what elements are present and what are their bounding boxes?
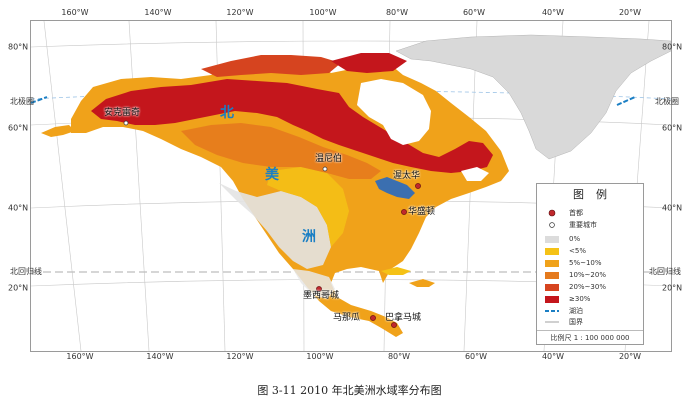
place-mexico-city: 墨西哥城: [303, 291, 340, 301]
legend-row-capital: 首都: [545, 208, 583, 218]
region-label-char: 美: [265, 167, 279, 183]
lon-label-bottom: 160°W: [66, 352, 94, 361]
swatch: [545, 271, 559, 279]
border-mark-left: [31, 96, 48, 104]
legend-row-border: 国界: [545, 317, 583, 327]
ottawa-marker: [415, 183, 421, 189]
canada-mid-water: [181, 123, 381, 179]
lon-label-top: 60°W: [462, 8, 486, 17]
scale-bar-label: 比例尺 1 : 100 000 000: [537, 330, 643, 343]
cuba: [381, 267, 411, 275]
swatch: [545, 247, 559, 255]
place-panama-city: 巴拿马城: [385, 313, 422, 323]
lon-label-bottom: 80°W: [387, 352, 411, 361]
lake-icon: [545, 310, 559, 312]
lat-label-left: 40°N: [8, 203, 29, 213]
figure-caption: 图 3-11 2010 年北美洲水域率分布图: [257, 384, 442, 397]
legend-label: ≥30%: [569, 295, 591, 303]
legend-label: 首都: [569, 209, 583, 217]
winnipeg-marker: [322, 166, 328, 172]
legend-row-class: 20%~30%: [545, 282, 606, 292]
legend-title: 图例: [573, 188, 619, 201]
lon-label-top: 100°W: [309, 8, 337, 17]
greenland: [395, 34, 671, 160]
gulf-st-lawrence: [461, 167, 489, 181]
legend-label: 0%: [569, 235, 581, 243]
legend-row-class: 10%~20%: [545, 270, 606, 280]
place-managua: 马那瓜: [333, 313, 361, 323]
lon-label-top: 160°W: [61, 8, 89, 17]
panama-city-marker: [391, 322, 397, 328]
lat-label-right: 80°N: [662, 42, 683, 52]
legend-row-class: 5%~10%: [545, 258, 602, 268]
legend-row-lake: 湖泊: [545, 306, 583, 316]
arctic-circle-label-right: 北极圈: [655, 97, 679, 106]
lat-label-left: 20°N: [8, 283, 29, 293]
swatch: [545, 259, 559, 267]
hudson-bay: [357, 79, 431, 145]
legend-label: 20%~30%: [569, 283, 606, 291]
legend: 图例 首都 重要城市 0% <5% 5%~10% 10%~20% 20%~30%…: [536, 183, 644, 345]
lat-label-right: 20°N: [662, 283, 683, 293]
lat-label-right: 40°N: [662, 203, 683, 213]
legend-row-class: 0%: [545, 234, 580, 244]
lon-label-top: 20°W: [618, 8, 642, 17]
mexico-interior: [293, 269, 335, 299]
tropic-label-left: 北回归线: [10, 267, 42, 276]
legend-label: 10%~20%: [569, 271, 606, 279]
legend-label: 国界: [569, 318, 583, 326]
aleutian-islands: [41, 125, 75, 137]
region-label-char: 北: [220, 105, 234, 121]
lon-label-bottom: 20°W: [618, 352, 642, 361]
great-lakes: [375, 177, 415, 199]
lat-label-left: 80°N: [8, 42, 29, 52]
legend-row-major-city: 重要城市: [545, 220, 597, 230]
border-mark-right: [616, 96, 636, 106]
border-icon: [545, 321, 559, 323]
place-ottawa: 渥太华: [393, 171, 421, 181]
lon-label-bottom: 60°W: [464, 352, 488, 361]
lat-label-right: 60°N: [662, 123, 683, 133]
legend-row-class: <5%: [545, 246, 586, 256]
map-canvas: [31, 21, 671, 351]
lon-label-bottom: 40°W: [541, 352, 565, 361]
legend-label: 5%~10%: [569, 259, 602, 267]
lon-label-bottom: 100°W: [306, 352, 334, 361]
mexico-city-marker: [316, 286, 322, 292]
lon-label-top: 40°W: [541, 8, 565, 17]
caribbean-islands: [409, 279, 435, 287]
arid-interior: [219, 183, 331, 269]
canada-high-water: [91, 79, 493, 173]
anchorage-marker: [123, 120, 129, 126]
region-label-char: 洲: [302, 229, 316, 245]
arctic-islands: [201, 55, 341, 77]
place-winnipeg: 温尼伯: [315, 154, 343, 164]
capital-icon: [548, 209, 556, 217]
place-washington: 华盛顿: [408, 207, 436, 217]
lon-label-top: 80°W: [385, 8, 409, 17]
lat-label-left: 60°N: [8, 123, 29, 133]
tropic-label-right: 北回归线: [649, 267, 681, 276]
legend-label: 湖泊: [569, 307, 583, 315]
lon-label-bottom: 140°W: [146, 352, 174, 361]
swatch: [545, 295, 559, 303]
lon-label-top: 120°W: [226, 8, 254, 17]
swatch: [545, 235, 559, 243]
managua-marker: [370, 315, 376, 321]
arid-plains: [267, 167, 349, 247]
legend-label: 重要城市: [569, 221, 597, 229]
arctic-circle-label-left: 北极圈: [10, 97, 34, 106]
lon-label-top: 140°W: [144, 8, 172, 17]
legend-label: <5%: [569, 247, 586, 255]
city-icon: [549, 222, 555, 228]
washington-marker: [401, 209, 407, 215]
arctic-islands-east: [331, 53, 407, 73]
legend-row-class: ≥30%: [545, 294, 590, 304]
lon-label-bottom: 120°W: [226, 352, 254, 361]
swatch: [545, 283, 559, 291]
place-anchorage: 安克雷奇: [104, 108, 141, 118]
